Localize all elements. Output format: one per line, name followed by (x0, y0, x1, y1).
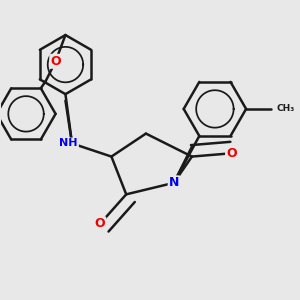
Text: CH₃: CH₃ (277, 104, 295, 113)
Text: N: N (169, 176, 179, 189)
Text: O: O (226, 147, 237, 160)
Text: O: O (50, 55, 61, 68)
Text: NH: NH (59, 138, 78, 148)
Text: O: O (94, 218, 105, 230)
